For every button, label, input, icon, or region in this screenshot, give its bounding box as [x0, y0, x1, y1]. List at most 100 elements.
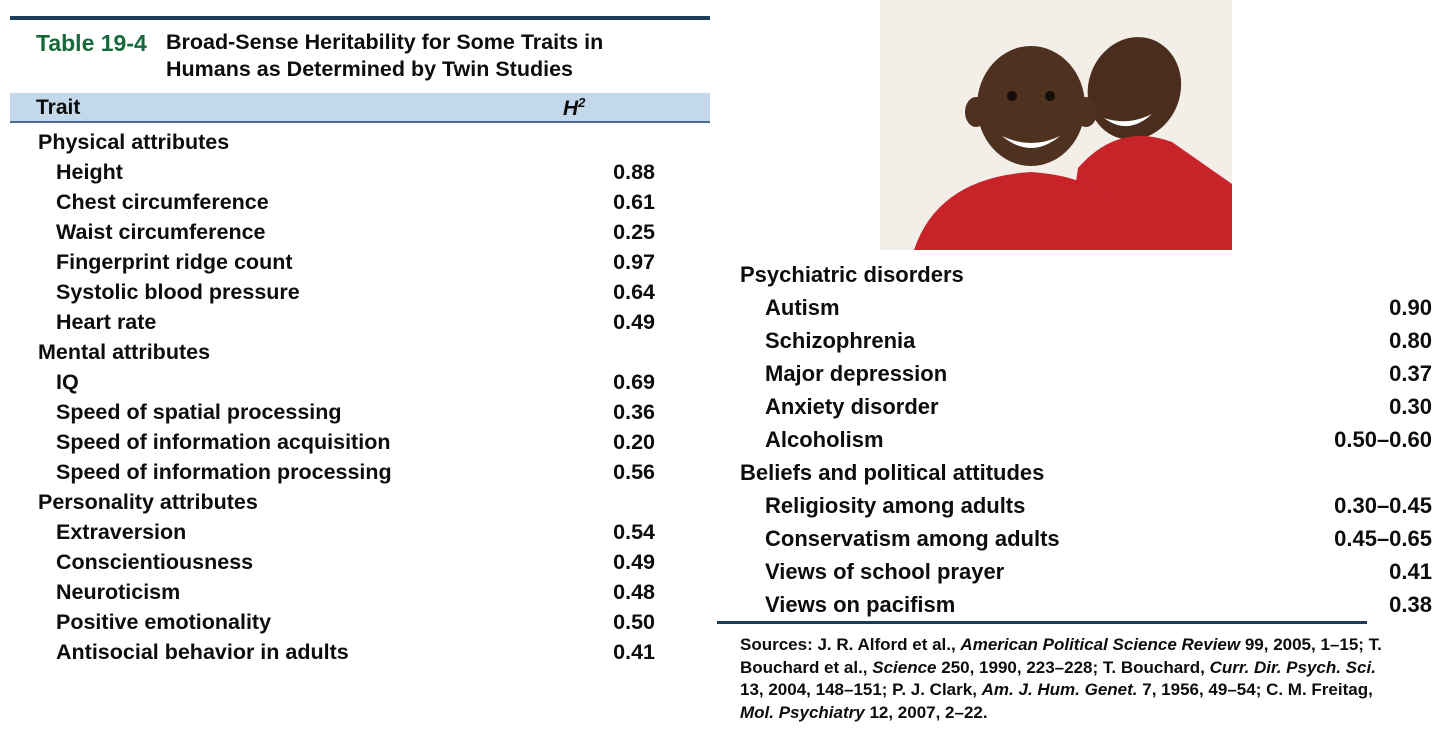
table-row: Neuroticism 0.48 [10, 577, 710, 607]
table-title: Broad-Sense Heritability for Some Traits… [166, 29, 603, 83]
trait-label: Speed of spatial processing [56, 400, 342, 424]
twin-front-head [977, 46, 1085, 166]
column-header-h2: H2 [563, 95, 586, 120]
column-header-row: Trait H2 [10, 93, 710, 123]
trait-label: Schizophrenia [765, 328, 916, 353]
left-table-rows: Physical attributes Height 0.88 Chest circu… [10, 123, 710, 667]
trait-value: 0.49 [613, 310, 655, 334]
trait-label: Conscientiousness [56, 550, 254, 574]
trait-value: 0.38 [1389, 592, 1432, 617]
trait-value: 0.50 [613, 610, 655, 634]
section-heading: Beliefs and political attitudes [740, 460, 1045, 485]
trait-value: 0.30 [1389, 394, 1432, 419]
table-row: Views on pacifism 0.38 [717, 588, 1432, 621]
source-citation-text: 99, 2005, 1–15; T. Bouchard et al., [740, 635, 1382, 677]
trait-value: 0.37 [1389, 361, 1432, 386]
source-citation-text: 13, 2004, 148–151; P. J. Clark, [740, 680, 982, 699]
column-header-trait: Trait [36, 96, 81, 119]
trait-label: Heart rate [56, 310, 157, 334]
table-row: Conservatism among adults 0.45–0.65 [717, 522, 1432, 555]
table-header: Table 19-4 Broad-Sense Heritability for … [10, 20, 710, 93]
source-journal-name: Science [872, 657, 937, 677]
table-title-line1: Broad-Sense Heritability for Some Traits… [166, 30, 604, 54]
twin-back-head [1087, 37, 1182, 140]
section-heading: Physical attributes [38, 130, 230, 154]
table-row: Speed of spatial processing 0.36 [10, 397, 710, 427]
source-citation-text: J. R. Alford et al., [812, 635, 961, 654]
table-top-rule [10, 16, 710, 20]
trait-label: Alcoholism [765, 427, 884, 452]
table-row: Heart rate 0.49 [10, 307, 710, 337]
sources-paragraph: Sources: J. R. Alford et al., American P… [740, 634, 1388, 724]
trait-label: Religiosity among adults [765, 493, 1026, 518]
table-row: Autism 0.90 [717, 291, 1432, 324]
trait-value: 0.90 [1389, 295, 1432, 320]
source-journal-name: Am. J. Hum. Genet. [981, 680, 1138, 699]
trait-value: 0.50–0.60 [1334, 427, 1432, 452]
trait-label: Fingerprint ridge count [56, 250, 293, 274]
table-row: IQ 0.69 [10, 367, 710, 397]
trait-value: 0.36 [613, 400, 655, 424]
source-citation-text: 12, 2007, 2–22. [864, 702, 988, 722]
trait-value: 0.56 [613, 460, 655, 484]
table-row: Alcoholism 0.50–0.60 [717, 423, 1432, 456]
table-row: Chest circumference 0.61 [10, 187, 710, 217]
twin-front-smile [1002, 136, 1060, 148]
section-heading: Psychiatric disorders [740, 262, 964, 287]
trait-value: 0.25 [613, 220, 655, 244]
trait-value: 0.41 [1389, 559, 1432, 584]
trait-label: Antisocial behavior in adults [56, 640, 349, 664]
trait-label: Positive emotionality [56, 610, 272, 634]
section-heading: Mental attributes [38, 340, 211, 364]
table-row: Speed of information acquisition 0.20 [10, 427, 710, 457]
table-row: Positive emotionality 0.50 [10, 607, 710, 637]
trait-label: Systolic blood pressure [56, 280, 300, 304]
trait-label: Waist circumference [56, 220, 266, 244]
trait-label: Views of school prayer [765, 559, 1005, 584]
trait-value: 0.54 [613, 520, 655, 544]
trait-label: Speed of information acquisition [56, 430, 391, 454]
heritability-table-right: Psychiatric disorders Autism 0.90 Schizophr… [717, 0, 1432, 740]
trait-value: 0.88 [613, 160, 655, 184]
trait-label: Anxiety disorder [765, 394, 939, 419]
trait-label: Extraversion [56, 520, 187, 544]
trait-label: Conservatism among adults [765, 526, 1060, 551]
table-row: Waist circumference 0.25 [10, 217, 710, 247]
source-journal-name: Mol. Psychiatry [740, 702, 865, 722]
trait-value: 0.20 [613, 430, 655, 454]
trait-value: 0.48 [613, 580, 655, 604]
trait-label: Neuroticism [56, 580, 181, 604]
trait-label: Height [56, 160, 123, 184]
sources-text: J. R. Alford et al., American Political … [740, 635, 1382, 722]
trait-label: Autism [765, 295, 840, 320]
sources-label: Sources: [740, 635, 813, 654]
table-row: Speed of information processing 0.56 [10, 457, 710, 487]
twins-photo [880, 0, 1232, 250]
source-citation-text: 250, 1990, 223–228; T. Bouchard, [936, 657, 1210, 677]
table-row: Major depression 0.37 [717, 357, 1432, 390]
table-row: Fingerprint ridge count 0.97 [10, 247, 710, 277]
table-row: Schizophrenia 0.80 [717, 324, 1432, 357]
source-citation-text: 7, 1956, 49–54; C. M. Freitag, [1137, 680, 1373, 699]
sources-divider-rule [717, 621, 1367, 624]
trait-label: IQ [56, 370, 79, 394]
trait-value: 0.80 [1389, 328, 1432, 353]
twin-back-smile [1104, 114, 1152, 127]
twin-front-shirt [914, 172, 1146, 250]
table-row: Extraversion 0.54 [10, 517, 710, 547]
trait-value: 0.64 [613, 280, 655, 304]
trait-value: 0.69 [613, 370, 655, 394]
trait-label: Views on pacifism [765, 592, 956, 617]
trait-value: 0.45–0.65 [1334, 526, 1432, 551]
table-row: Conscientiousness 0.49 [10, 547, 710, 577]
table-number-label: Table 19-4 [36, 30, 147, 56]
trait-value: 0.97 [613, 250, 655, 274]
trait-value: 0.49 [613, 550, 655, 574]
table-row: Views of school prayer 0.41 [717, 555, 1432, 588]
right-table-rows: Psychiatric disorders Autism 0.90 Schizophr… [717, 254, 1432, 621]
trait-value: 0.61 [613, 190, 655, 214]
table-title-line2: Humans as Determined by Twin Studies [166, 57, 573, 81]
table-row: Religiosity among adults 0.30–0.45 [717, 489, 1432, 522]
trait-label: Chest circumference [56, 190, 269, 214]
